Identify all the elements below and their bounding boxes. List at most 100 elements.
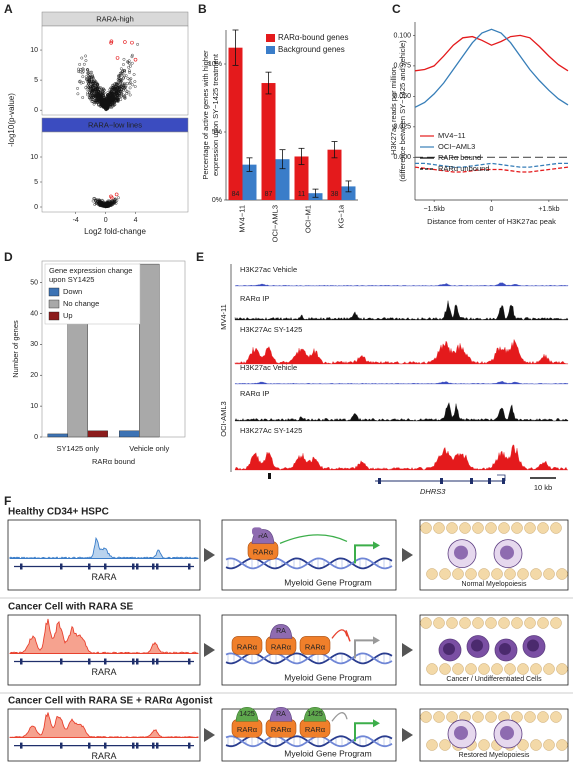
point	[113, 82, 117, 86]
point	[93, 197, 97, 200]
cell-line-label: OCI-AML3	[219, 401, 228, 436]
point	[128, 71, 131, 74]
point	[84, 59, 88, 62]
panel-label: B	[198, 2, 207, 16]
bar	[47, 433, 68, 438]
line-series	[414, 166, 569, 173]
point	[102, 203, 105, 206]
point	[112, 101, 116, 104]
cell	[452, 568, 464, 580]
point	[113, 200, 116, 204]
point	[84, 86, 88, 89]
cell-line-label: MV4-11	[219, 304, 228, 330]
signal-track	[234, 338, 569, 365]
y-tick-label: 20	[30, 372, 38, 379]
receptor	[299, 636, 331, 655]
cell	[550, 711, 562, 723]
point	[98, 200, 101, 204]
cell	[524, 522, 536, 534]
count-label: 87	[265, 191, 273, 198]
dna-strand	[225, 735, 393, 748]
point	[81, 81, 85, 84]
y-tick-label: 0	[34, 434, 38, 441]
exon	[440, 478, 443, 484]
point	[86, 93, 90, 97]
receptor-label: RARα	[237, 725, 258, 734]
point	[94, 88, 98, 92]
point	[112, 96, 116, 100]
regulation-arrow	[331, 629, 348, 639]
point	[81, 96, 85, 99]
point	[90, 100, 94, 104]
point	[119, 84, 123, 88]
point	[101, 101, 104, 105]
point	[119, 92, 123, 96]
y-axis-label: Number of genes	[11, 320, 20, 378]
cell	[439, 663, 451, 675]
row-title: Cancer Cell with RARA SE	[8, 602, 134, 613]
point	[96, 90, 100, 93]
exon	[20, 658, 23, 665]
point	[109, 103, 113, 107]
error-bar	[232, 29, 239, 66]
point	[97, 98, 101, 101]
point	[111, 200, 115, 204]
legend-label: No change	[63, 299, 99, 308]
exon	[104, 563, 107, 570]
point	[119, 78, 123, 82]
point	[84, 54, 87, 58]
cell	[485, 711, 497, 723]
cell	[420, 617, 432, 629]
flow-arrow	[402, 548, 413, 562]
track-label: H3K27ac Vehicle	[240, 363, 297, 372]
point	[122, 86, 126, 90]
count-label: 11	[298, 191, 305, 198]
x-axis-label: Distance from center of H3K27ac peak	[427, 217, 556, 226]
row-title: Healthy CD34+ HSPC	[8, 507, 109, 518]
point	[92, 98, 96, 102]
x-tick-label: OCI−AML3	[270, 205, 279, 242]
cell	[530, 663, 542, 675]
error-bar	[345, 180, 352, 193]
cell	[465, 663, 477, 675]
point	[101, 88, 105, 91]
exon	[60, 563, 63, 570]
exon	[156, 742, 159, 749]
error-bar	[279, 149, 286, 170]
cell	[426, 663, 438, 675]
y-tick-label: 0	[34, 107, 38, 114]
point	[97, 102, 101, 106]
point-highlight	[130, 40, 134, 45]
legend-swatch	[48, 311, 60, 321]
exon	[20, 742, 23, 749]
exon	[88, 658, 91, 665]
point-highlight	[109, 40, 113, 45]
point	[122, 81, 126, 85]
exon	[60, 742, 63, 749]
signal-track	[9, 618, 199, 655]
point	[99, 86, 103, 90]
point	[97, 95, 101, 98]
x-tick-label: -4	[73, 217, 79, 224]
track-label: H3K27Ac SY-1425	[240, 325, 302, 334]
exon	[152, 658, 155, 665]
line-series	[414, 34, 569, 72]
x-tick-label: SY1425 only	[56, 444, 99, 453]
gene-arrow-head	[373, 541, 380, 550]
point	[110, 98, 114, 102]
exon	[88, 563, 91, 570]
cell	[433, 711, 445, 723]
error-bar	[265, 71, 272, 95]
line-series	[414, 28, 569, 108]
cell	[491, 663, 503, 675]
point	[99, 95, 103, 99]
point	[108, 94, 112, 97]
cell	[491, 568, 503, 580]
legend-label: MV4−11	[438, 131, 466, 140]
point	[99, 201, 103, 205]
point	[119, 95, 123, 98]
point	[112, 99, 116, 103]
panel-label: A	[4, 2, 13, 16]
panel-label: C	[392, 2, 401, 16]
point	[88, 82, 92, 85]
